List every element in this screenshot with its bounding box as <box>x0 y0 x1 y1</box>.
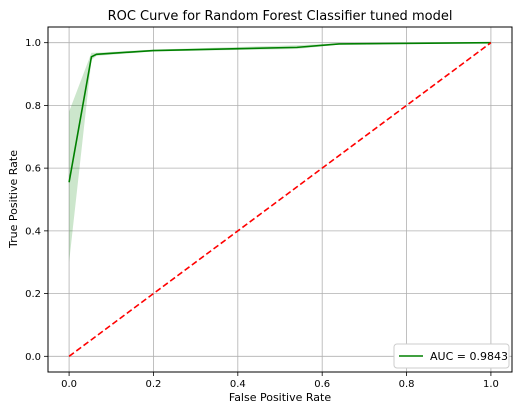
y-axis-label: True Positive Rate <box>7 150 20 249</box>
legend-label: AUC = 0.9843 <box>430 350 508 363</box>
y-tick-label: 0.0 <box>25 352 41 363</box>
y-tick-label: 1.0 <box>25 38 41 49</box>
x-tick-label: 1.0 <box>483 379 499 390</box>
grid-layer <box>48 27 512 372</box>
diagonal-reference-line <box>68 42 492 357</box>
roc-curve-line <box>68 41 491 183</box>
y-tick-label: 0.2 <box>25 289 41 300</box>
legend: AUC = 0.9843 <box>393 343 510 369</box>
y-tick-label: 0.4 <box>25 226 41 237</box>
series-layer <box>68 41 492 357</box>
x-axis-label: False Positive Rate <box>229 391 331 404</box>
x-tick-label: 0.4 <box>230 379 246 390</box>
x-tick-label: 0.8 <box>399 379 415 390</box>
chart-title: ROC Curve for Random Forest Classifier t… <box>108 9 453 24</box>
y-tick-label: 0.8 <box>25 101 41 112</box>
x-tick-label: 0.6 <box>314 379 330 390</box>
tick-layer: 0.0 0.2 0.4 0.6 0.8 1.0 0.0 0.2 0.4 0.6 0.8 1.0 <box>25 38 499 390</box>
legend-box <box>393 343 510 369</box>
y-tick-label: 0.6 <box>25 164 41 175</box>
x-tick-label: 0.0 <box>61 379 77 390</box>
x-tick-label: 0.2 <box>146 379 162 390</box>
plot-area-frame <box>47 26 513 373</box>
